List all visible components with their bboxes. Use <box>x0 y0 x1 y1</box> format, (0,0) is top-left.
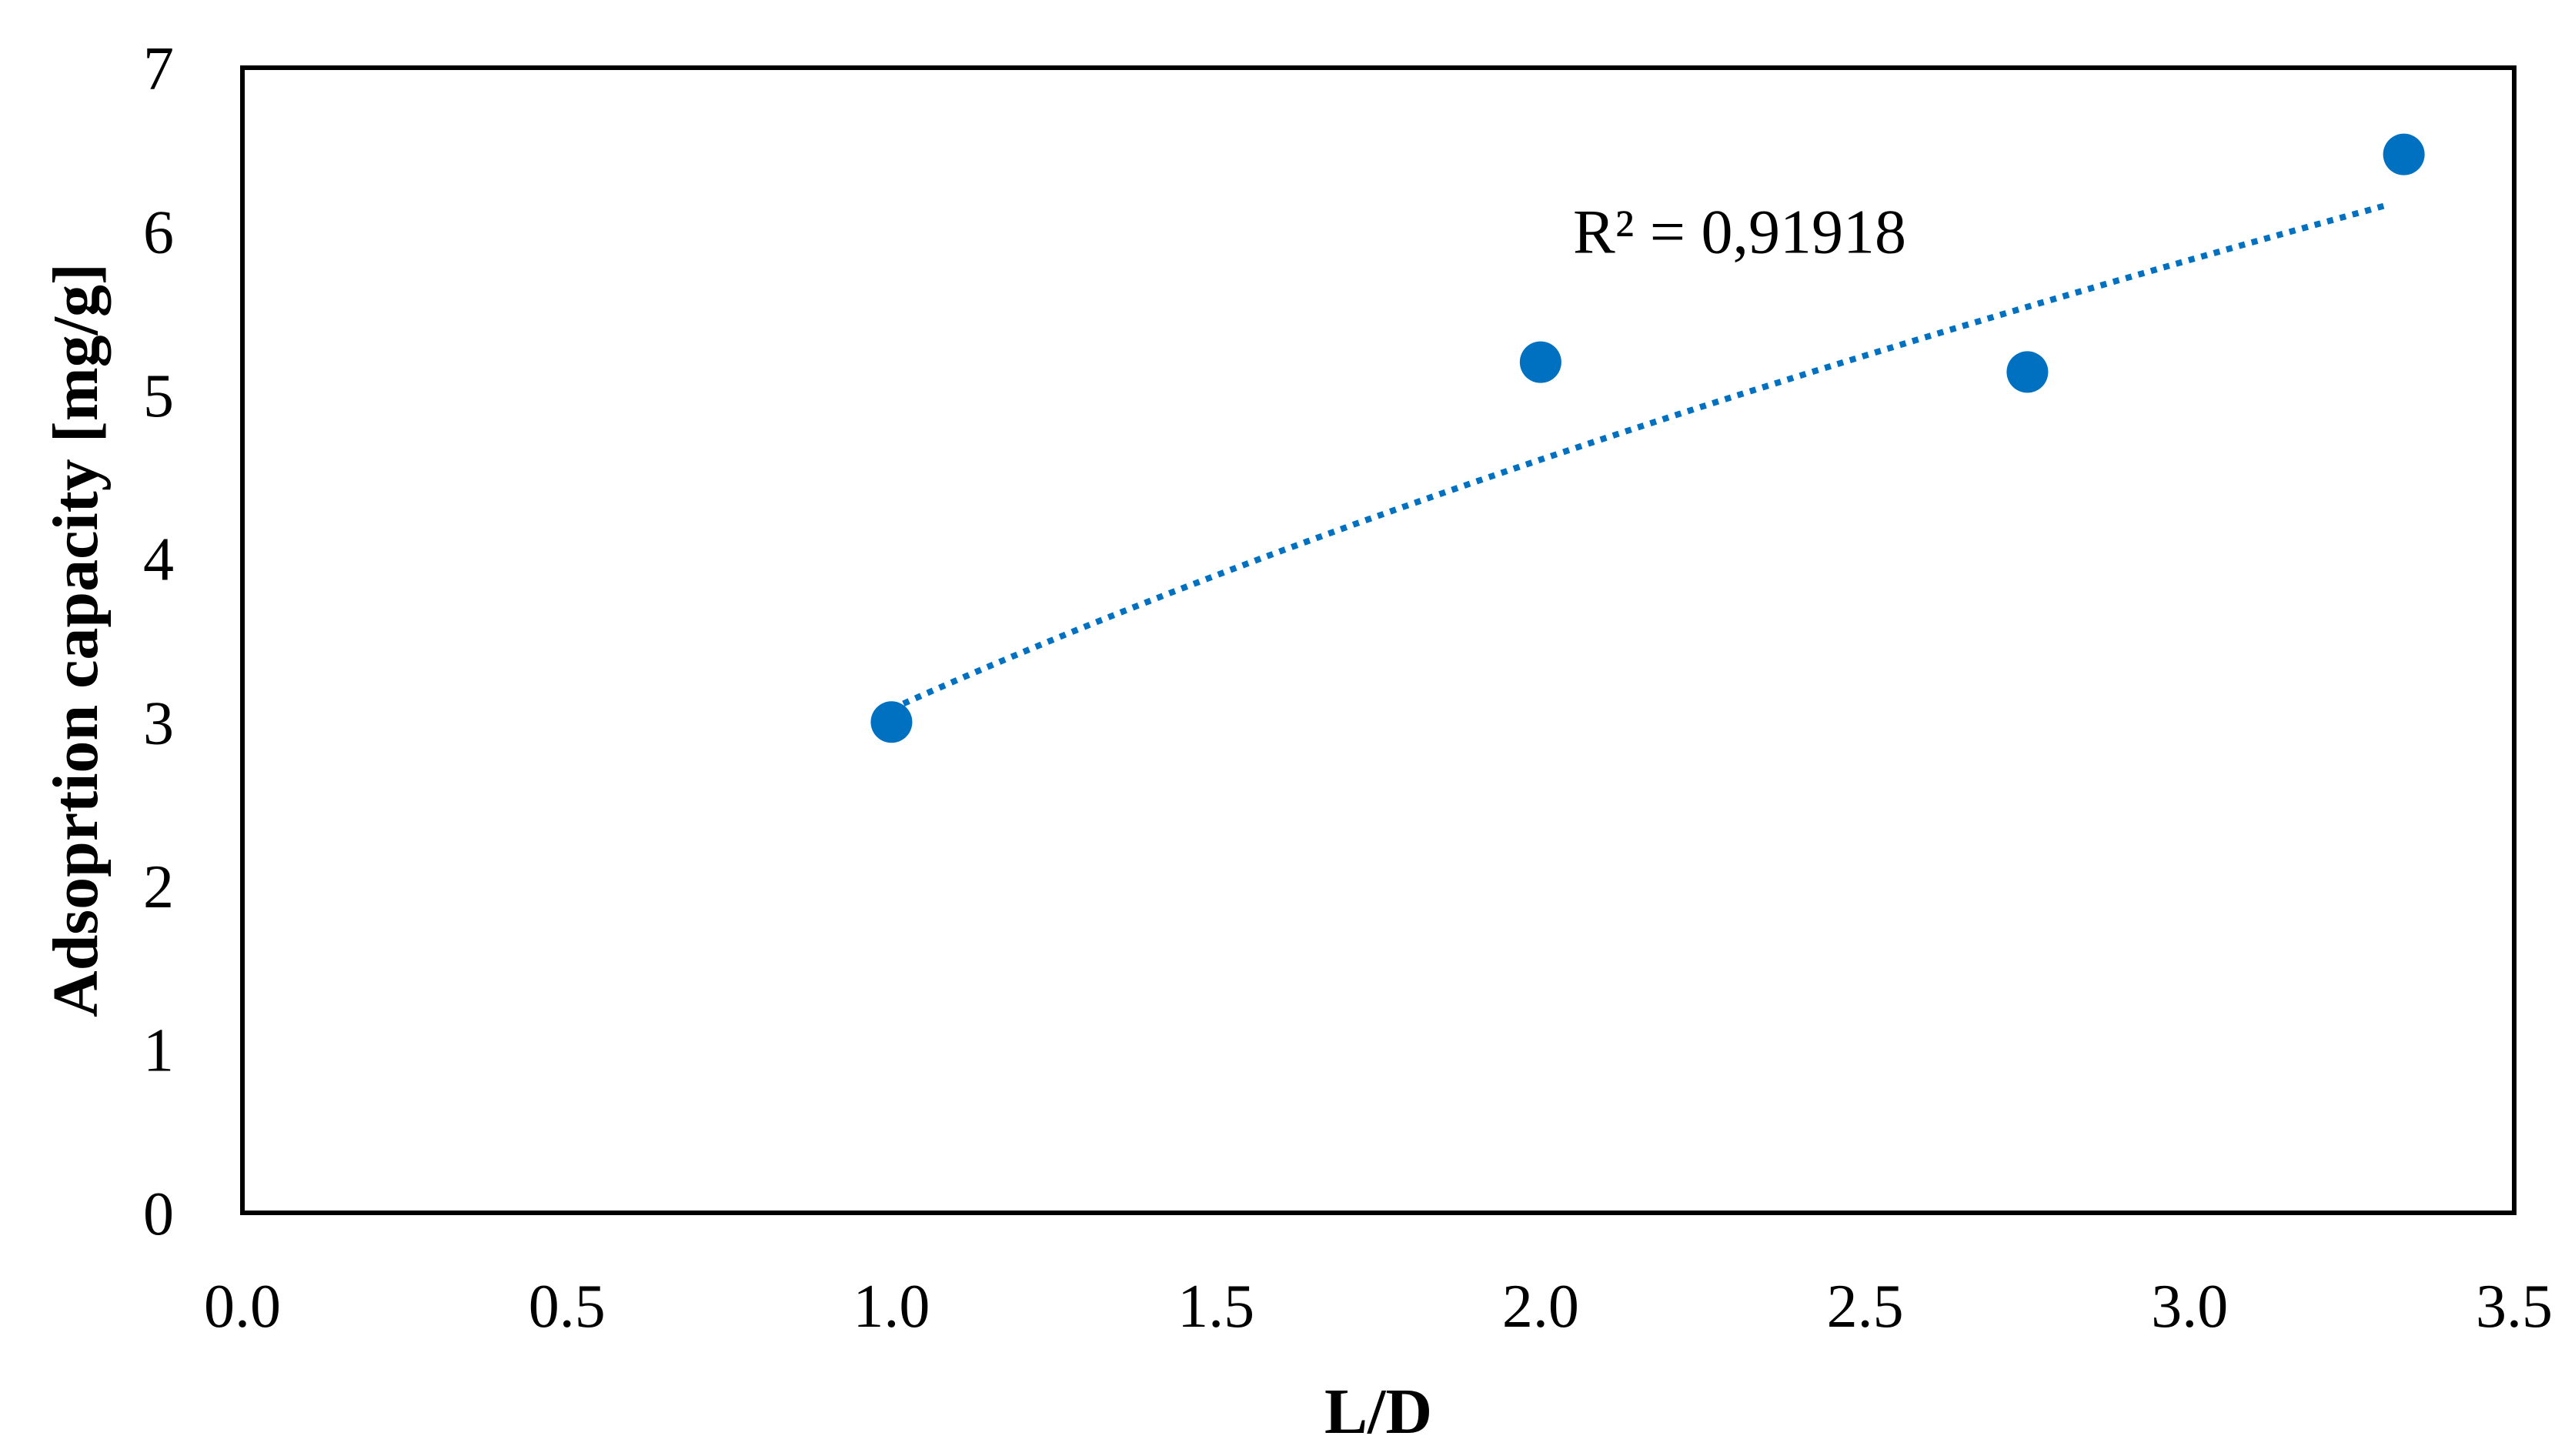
x-axis-ticks: 0.0 0.5 1.0 1.5 2.0 2.5 3.0 3.5 <box>204 1273 2553 1341</box>
x-tick-label: 2.0 <box>1502 1273 1579 1341</box>
y-tick-label: 6 <box>143 199 174 267</box>
data-points-layer <box>870 133 2425 743</box>
r-squared-annotation: R² = 0,91918 <box>1573 197 1906 267</box>
x-tick-label: 1.0 <box>853 1273 930 1341</box>
y-tick-label: 5 <box>143 362 174 430</box>
data-point <box>1519 341 1561 383</box>
y-axis-title: Adsoprtion capacity [mg/g] <box>40 263 112 1017</box>
y-tick-label: 4 <box>143 526 174 594</box>
y-tick-label: 0 <box>143 1180 174 1248</box>
x-tick-label: 0.0 <box>204 1273 281 1341</box>
y-tick-label: 1 <box>143 1017 174 1084</box>
plot-area-frame <box>240 65 2517 1215</box>
x-tick-label: 3.0 <box>2151 1273 2228 1341</box>
x-tick-label: 1.5 <box>1177 1273 1254 1341</box>
data-point <box>2383 133 2425 175</box>
x-tick-label: 0.5 <box>529 1273 606 1341</box>
x-tick-label: 3.5 <box>2476 1273 2553 1341</box>
data-point <box>870 701 913 743</box>
y-tick-label: 2 <box>143 853 174 921</box>
x-tick-label: 2.5 <box>1827 1273 1904 1341</box>
x-axis-title: L/D <box>1324 1376 1432 1448</box>
y-axis-ticks: 0 1 2 3 4 5 6 7 <box>143 35 174 1248</box>
y-tick-label: 3 <box>143 690 174 757</box>
annotation-layer: R² = 0,91918 <box>1573 197 1906 267</box>
trendline-layer <box>890 202 2386 712</box>
y-tick-label: 7 <box>143 35 174 103</box>
trendline <box>890 202 2386 712</box>
data-point <box>2006 351 2049 393</box>
